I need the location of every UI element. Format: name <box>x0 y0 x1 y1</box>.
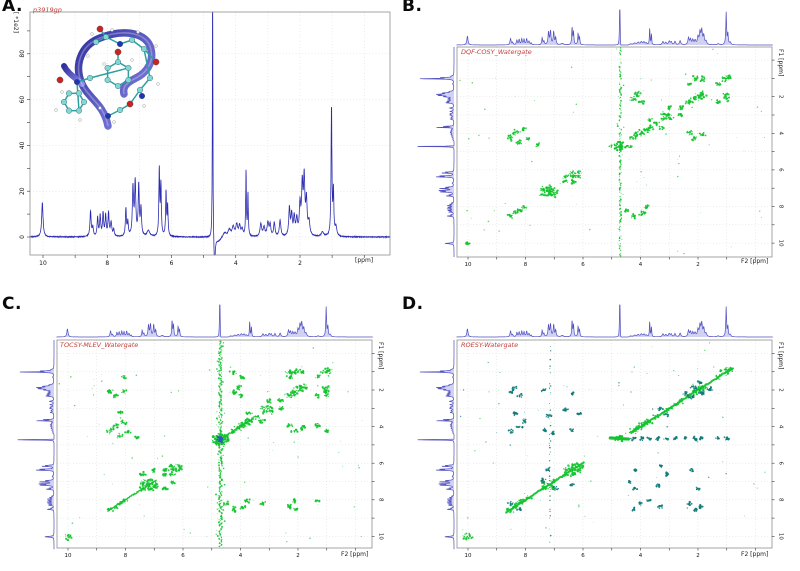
svg-text:6: 6 <box>581 553 585 559</box>
svg-text:0: 0 <box>19 235 26 239</box>
left-projection-trace <box>417 47 455 257</box>
plot-border <box>456 339 773 549</box>
svg-text:4: 4 <box>234 260 238 267</box>
svg-text:8: 8 <box>524 262 528 268</box>
svg-text:4: 4 <box>778 425 784 429</box>
f1-axis-ticks: 2 4 6 8 10 <box>772 353 784 540</box>
svg-text:10: 10 <box>65 553 72 559</box>
plot-border <box>456 46 773 258</box>
panel-a-letter: A. <box>2 0 23 16</box>
panel-b-2d-spectrum-canvas: 10 8 6 4 2 2 4 6 8 10 <box>417 9 784 268</box>
svg-text:6: 6 <box>170 260 174 267</box>
proton-1d-trace <box>29 11 391 256</box>
panel-c-f2-axis-label: F2 [ppm] <box>341 551 369 558</box>
top-projection-trace <box>456 9 773 46</box>
panel-b-f1-axis-label: F1 [ppm] <box>777 49 784 77</box>
left-projection-trace <box>417 340 455 550</box>
panel-d-letter: D. <box>402 294 424 314</box>
grid <box>457 47 772 257</box>
grid <box>457 340 772 548</box>
svg-text:2: 2 <box>378 388 384 392</box>
svg-text:2: 2 <box>778 388 784 392</box>
svg-text:10: 10 <box>778 240 784 247</box>
svg-text:80: 80 <box>19 50 26 58</box>
svg-text:6: 6 <box>181 553 185 559</box>
svg-text:10: 10 <box>465 553 472 559</box>
cross-peaks <box>459 342 766 543</box>
svg-text:4: 4 <box>239 553 243 559</box>
svg-text:2: 2 <box>696 553 700 559</box>
panel-c-experiment-label: TOCSY-MLEV_Watergate <box>60 341 139 349</box>
svg-text:2: 2 <box>296 553 300 559</box>
y-axis-ticks: 0 20 40 60 80 <box>19 30 30 239</box>
panel-c-f1-axis-label: F1 [ppm] <box>377 342 384 370</box>
svg-text:4: 4 <box>778 132 784 136</box>
svg-text:8: 8 <box>124 553 128 559</box>
svg-text:6: 6 <box>378 461 384 465</box>
panel-c-letter: C. <box>2 294 22 314</box>
panel-d-f2-axis-label: F2 [ppm] <box>741 551 769 558</box>
svg-text:8: 8 <box>105 260 109 267</box>
panel-b-f2-axis-label: F2 [ppm] <box>741 258 769 265</box>
cross-peaks <box>58 340 363 548</box>
svg-text:6: 6 <box>581 262 585 268</box>
svg-text:6: 6 <box>778 461 784 465</box>
left-projection-trace <box>17 340 55 550</box>
svg-text:40: 40 <box>19 141 26 149</box>
svg-text:4: 4 <box>639 553 643 559</box>
grid <box>57 340 372 548</box>
svg-text:8: 8 <box>778 205 784 209</box>
panel-d-f1-axis-label: F1 [ppm] <box>777 342 784 370</box>
cross-peaks <box>459 47 765 257</box>
svg-text:2: 2 <box>696 262 700 268</box>
panel-b-experiment-label: DQF-COSY_Watergate <box>461 48 532 56</box>
f2-axis-ticks: 10 8 6 4 2 <box>465 257 756 268</box>
panel-d-2d-spectrum-canvas: 10 8 6 4 2 2 4 6 8 10 <box>417 304 784 559</box>
f2-axis-ticks: 10 8 6 4 2 <box>465 548 756 559</box>
svg-text:8: 8 <box>524 553 528 559</box>
molecule-inset <box>54 25 160 130</box>
left-projection-fill <box>18 340 54 550</box>
panel-b-letter: B. <box>402 0 423 16</box>
svg-text:20: 20 <box>19 187 26 195</box>
svg-text:8: 8 <box>378 498 384 502</box>
plot-border <box>29 11 391 256</box>
left-projection-fill <box>418 340 454 550</box>
svg-text:60: 60 <box>19 96 26 104</box>
plot-border <box>56 339 373 549</box>
svg-text:4: 4 <box>639 262 643 268</box>
top-projection-trace <box>456 304 773 338</box>
svg-text:2: 2 <box>778 95 784 99</box>
svg-text:10: 10 <box>378 533 384 540</box>
f2-axis-ticks: 10 8 6 4 2 <box>65 548 356 559</box>
svg-text:4: 4 <box>378 425 384 429</box>
svg-text:10: 10 <box>778 533 784 540</box>
f1-axis-ticks: 2 4 6 8 10 <box>772 59 784 247</box>
grid <box>30 12 390 255</box>
panel-c-2d-spectrum-canvas: 10 8 6 4 2 2 4 6 8 10 <box>17 304 384 559</box>
svg-text:10: 10 <box>465 262 472 268</box>
panel-a-y-scale-label: [ *1e2] <box>12 12 19 33</box>
x-axis-ticks: 10 8 6 4 2 <box>39 255 365 267</box>
top-projection-trace <box>56 304 373 338</box>
svg-text:2: 2 <box>298 260 302 267</box>
svg-text:6: 6 <box>778 168 784 172</box>
panel-d-experiment-label: ROESY-Watergate <box>461 341 519 349</box>
panel-a-x-axis-unit: [ppm] <box>355 257 374 264</box>
f1-axis-ticks: 2 4 6 8 10 <box>372 353 384 540</box>
svg-text:10: 10 <box>39 260 47 267</box>
svg-text:8: 8 <box>778 498 784 502</box>
peptide-ribbon <box>74 29 156 130</box>
panel-a-experiment-label: p3919gp <box>33 6 62 14</box>
